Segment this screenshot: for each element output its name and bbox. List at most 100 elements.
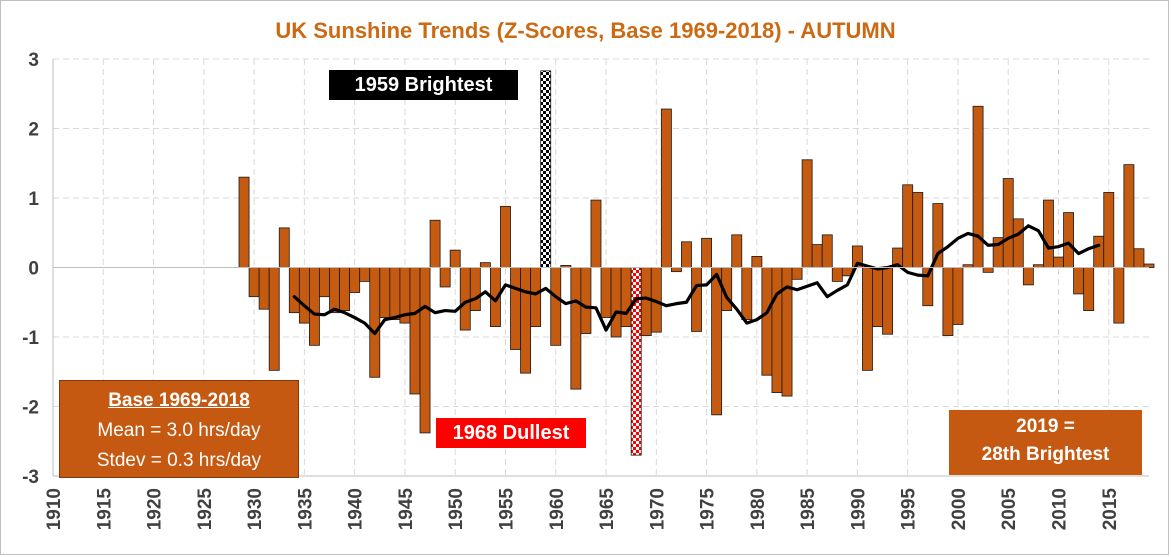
base-title: Base 1969-2018 [108,390,250,411]
x-tick-label: 1945 [396,488,417,531]
x-tick-label: 1985 [798,488,819,531]
x-tick-label: 1915 [94,488,115,531]
y-tick-label: 3 [28,50,39,71]
rank-note-line2: 28th Brightest [981,444,1110,465]
bar [520,267,532,374]
bar [339,267,351,311]
bar [479,262,491,268]
x-tick-label: 1995 [899,488,920,531]
rank-note-line1: 2019 = [1016,416,1075,437]
bar [429,219,441,268]
bar [1093,235,1105,268]
bar [1012,218,1024,268]
bar [349,267,361,293]
bar [580,267,592,334]
bar [1133,248,1145,268]
bar [610,267,622,338]
x-tick-label: 1920 [145,488,166,530]
x-tick-label: 1955 [496,488,517,531]
x-tick-label: 1950 [446,488,467,530]
x-tick-label: 1970 [647,488,668,530]
bar [791,267,803,280]
bar [731,234,743,268]
bar [902,184,914,268]
bar [1063,212,1074,268]
bar [1073,267,1085,295]
bar [1083,267,1095,311]
bar [751,255,763,268]
y-tick-label: 1 [28,189,39,210]
x-tick-label: 2005 [999,488,1020,531]
x-tick-label: 1910 [44,488,65,530]
y-tick-label: 0 [28,259,39,280]
x-tick-label: 1965 [597,488,618,531]
bar [319,267,330,298]
bar [329,267,340,314]
bar [862,267,873,371]
bar [811,244,823,268]
bar [278,227,290,268]
x-tick-label: 1935 [295,488,316,531]
trend-line-path [292,224,1101,336]
x-tick-label: 2010 [1050,488,1071,530]
bar [640,267,652,337]
trend-line [292,224,1101,336]
base-stdev: Stdev = 0.3 hrs/day [96,450,262,471]
y-tick-label: 2 [28,120,39,141]
y-tick-label: -3 [22,467,39,488]
bar [459,267,471,331]
bar [288,267,300,314]
bar [821,234,833,268]
bar [1043,199,1054,268]
bar [258,267,270,310]
bar [1113,267,1125,324]
y-tick-label: -2 [22,398,39,419]
y-tick-label: -1 [22,328,39,349]
x-tick-label: 1940 [346,488,367,530]
bar [771,267,783,393]
x-tick-label: 1980 [748,488,769,530]
bar [419,267,431,434]
bar [882,267,893,335]
x-tick-label: 1960 [547,488,568,530]
x-tick-label: 2015 [1100,488,1121,531]
x-tick-label: 1930 [245,488,266,530]
bar [409,267,421,395]
bar [1053,256,1064,268]
bar [600,267,612,318]
rank-note-box: 2019 = 28th Brightest [949,410,1142,475]
base-mean: Mean = 3.0 hrs/day [97,420,261,441]
bar [681,241,692,268]
bar [469,267,481,311]
bar [449,249,461,268]
bar [510,267,521,350]
bar [359,267,371,282]
bar [238,176,250,268]
bars [238,70,1155,456]
bar [982,267,994,273]
x-tick-label: 1990 [848,488,869,530]
bar [630,267,642,456]
bar [1103,192,1115,268]
x-tick-label: 1925 [195,488,216,531]
bar [972,105,984,268]
chart-title: UK Sunshine Trends (Z-Scores, Base 1969-… [275,18,896,43]
bar [670,267,682,273]
bar [831,267,843,282]
bar [620,267,632,327]
bar [298,267,310,324]
bar [691,267,702,332]
bar [309,267,320,346]
base-info-box: Base 1969-2018 Mean = 3.0 hrs/day Stdev … [59,380,299,478]
bar [741,267,753,321]
bar [550,267,562,346]
bar [248,267,260,298]
bar [1143,263,1155,268]
x-tick-label: 2000 [949,488,970,530]
bar [701,237,713,268]
bar [590,199,602,268]
bar [540,70,552,268]
